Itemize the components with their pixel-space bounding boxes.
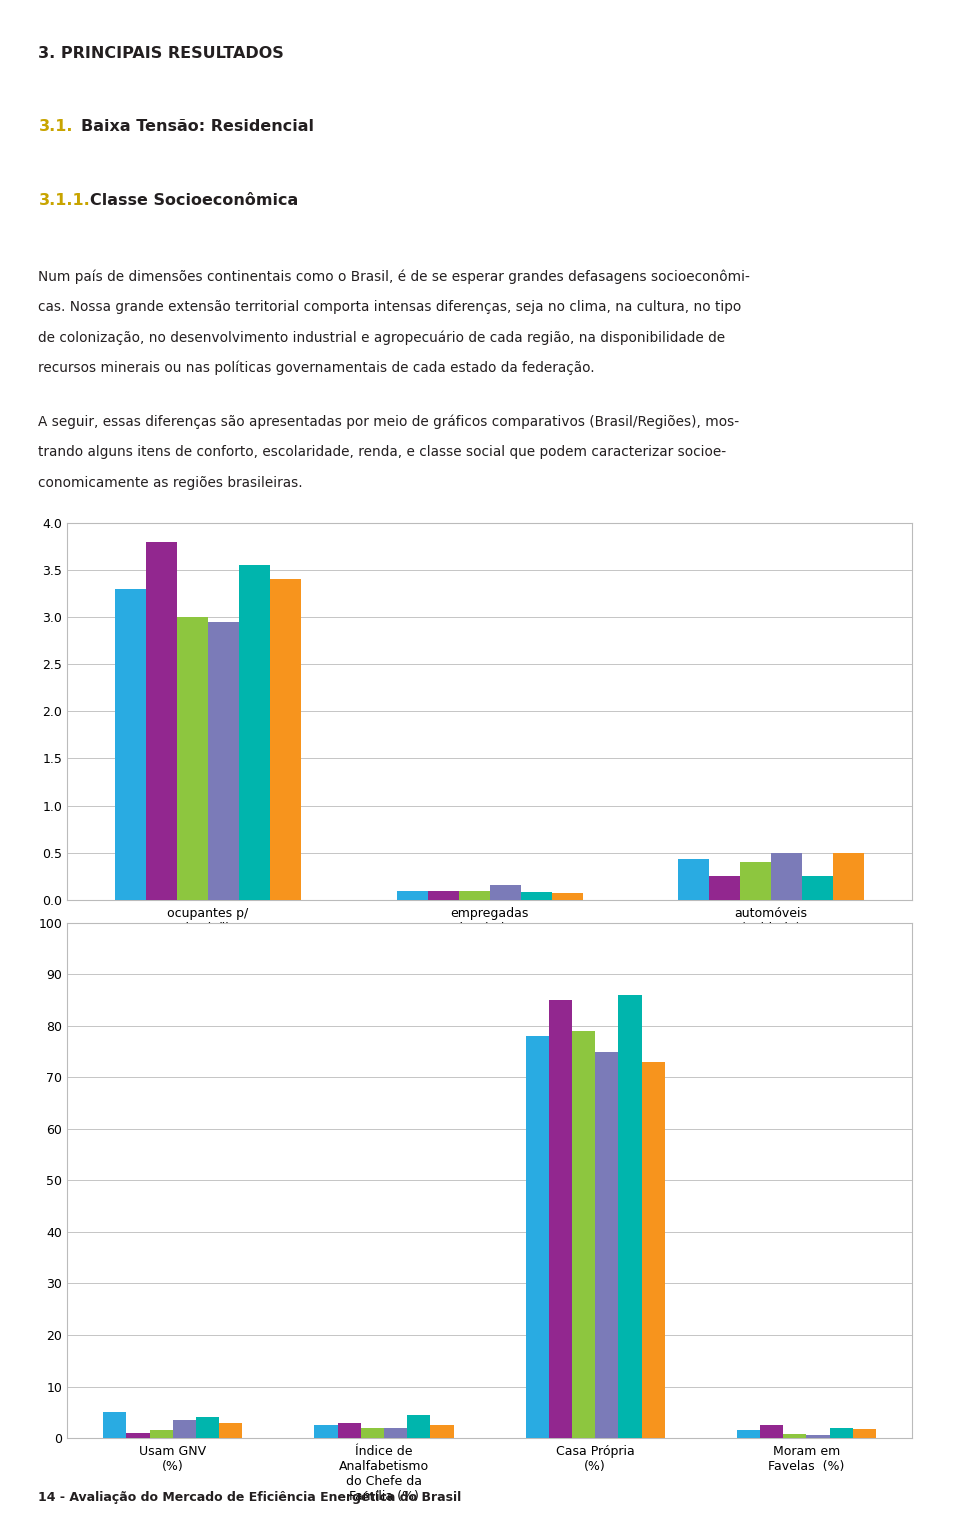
Bar xyxy=(270,580,300,900)
Bar xyxy=(430,1426,454,1438)
Bar xyxy=(709,877,740,900)
Bar xyxy=(490,884,520,900)
Bar xyxy=(572,1030,595,1438)
Bar xyxy=(852,1429,876,1438)
Text: 3.1.1.: 3.1.1. xyxy=(38,194,90,208)
Bar xyxy=(314,1426,338,1438)
Text: 14 - Avaliação do Mercado de Eficiência Energética do Brasil: 14 - Avaliação do Mercado de Eficiência … xyxy=(38,1492,462,1504)
Text: Num país de dimensões continentais como o Brasil, é de se esperar grandes defasa: Num país de dimensões continentais como … xyxy=(38,269,751,285)
Bar xyxy=(150,1430,173,1438)
Bar xyxy=(407,1415,430,1438)
Bar xyxy=(208,621,239,900)
Bar xyxy=(783,1433,806,1438)
Text: cas. Nossa grande extensão territorial comporta intensas diferenças, seja no cli: cas. Nossa grande extensão territorial c… xyxy=(38,300,742,314)
Bar xyxy=(641,1061,665,1438)
Bar xyxy=(736,1430,760,1438)
Bar xyxy=(552,894,583,900)
Bar xyxy=(396,891,427,900)
Bar xyxy=(833,852,864,900)
Text: de colonização, no desenvolvimento industrial e agropecuário de cada região, na : de colonização, no desenvolvimento indus… xyxy=(38,331,726,345)
Bar xyxy=(173,1420,196,1438)
Bar xyxy=(679,860,709,900)
Bar xyxy=(384,1427,407,1438)
Bar xyxy=(146,541,177,900)
Bar xyxy=(520,892,552,900)
Bar xyxy=(803,877,833,900)
Bar xyxy=(177,617,208,900)
Bar xyxy=(525,1037,549,1438)
Bar xyxy=(459,891,490,900)
Bar xyxy=(115,589,146,900)
Bar xyxy=(760,1426,783,1438)
Text: 3.1.: 3.1. xyxy=(38,120,73,134)
Bar xyxy=(219,1423,243,1438)
Bar xyxy=(595,1052,618,1438)
Bar xyxy=(740,861,771,900)
Bar xyxy=(806,1435,829,1438)
Bar xyxy=(196,1418,219,1438)
Text: A seguir, essas diferenças são apresentadas por meio de gráficos comparativos (B: A seguir, essas diferenças são apresenta… xyxy=(38,415,739,429)
Text: Classe Socioeconômica: Classe Socioeconômica xyxy=(89,194,298,208)
Text: Baixa Tensão: Residencial: Baixa Tensão: Residencial xyxy=(81,120,314,134)
Bar xyxy=(771,852,803,900)
Text: conomicamente as regiões brasileiras.: conomicamente as regiões brasileiras. xyxy=(38,475,303,489)
Bar xyxy=(338,1423,361,1438)
Bar xyxy=(127,1433,150,1438)
Bar xyxy=(829,1427,852,1438)
Bar xyxy=(361,1427,384,1438)
Bar xyxy=(549,1000,572,1438)
Bar xyxy=(239,566,270,900)
Text: 3. PRINCIPAIS RESULTADOS: 3. PRINCIPAIS RESULTADOS xyxy=(38,46,284,60)
Bar xyxy=(427,891,459,900)
Bar xyxy=(618,995,641,1438)
Text: trando alguns itens de conforto, escolaridade, renda, e classe social que podem : trando alguns itens de conforto, escolar… xyxy=(38,444,727,460)
Text: recursos minerais ou nas políticas governamentais de cada estado da federação.: recursos minerais ou nas políticas gover… xyxy=(38,361,595,375)
Bar xyxy=(103,1412,127,1438)
